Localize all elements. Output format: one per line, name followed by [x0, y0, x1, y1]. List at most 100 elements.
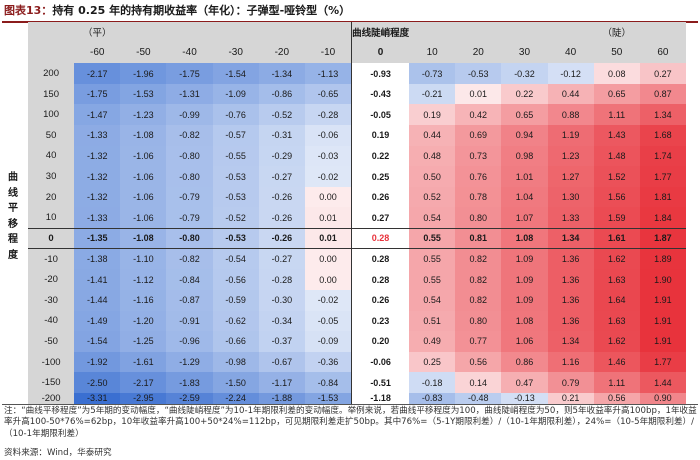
data-cell: -1.31 — [166, 83, 213, 105]
data-cell: 0.44 — [547, 83, 594, 105]
data-cell: -2.50 — [74, 372, 121, 393]
data-cell: 0.69 — [455, 125, 502, 146]
data-cell: 1.48 — [593, 145, 640, 167]
data-cell: -0.80 — [166, 166, 213, 187]
data-cell: -1.08 — [120, 125, 167, 146]
data-cell: 1.63 — [593, 269, 640, 290]
data-cell: 1.01 — [501, 166, 548, 187]
data-cell: 1.77 — [639, 166, 686, 187]
data-cell: 1.34 — [639, 104, 686, 126]
data-cell: 0.54 — [409, 207, 456, 229]
data-cell: -0.67 — [258, 351, 305, 373]
data-cell: 0.26 — [351, 186, 410, 208]
data-cell: 0.44 — [409, 125, 456, 146]
data-cell: -3.31 — [74, 392, 121, 404]
column-header: 60 — [639, 42, 686, 64]
data-cell: 1.44 — [639, 372, 686, 393]
column-header: 40 — [547, 42, 594, 64]
data-cell: -0.28 — [258, 269, 305, 290]
header-band-cell — [547, 22, 594, 43]
figure-title: 持有 0.25 年的持有期收益率（年化）：子弹型-哑铃型（%） — [52, 4, 351, 17]
data-cell: -1.06 — [120, 145, 167, 167]
data-cell: 1.06 — [501, 331, 548, 352]
data-cell: -1.06 — [120, 166, 167, 187]
data-cell: -0.79 — [166, 207, 213, 229]
data-cell: -1.06 — [120, 207, 167, 229]
data-cell: -0.27 — [258, 166, 305, 187]
data-cell: 0.55 — [409, 269, 456, 290]
data-cell: -1.50 — [212, 372, 259, 393]
data-cell: -0.57 — [212, 125, 259, 146]
data-cell: -1.53 — [120, 83, 167, 105]
header-band-cell — [258, 22, 305, 43]
row-label: 40 — [28, 145, 75, 167]
data-cell: -1.83 — [166, 372, 213, 393]
data-cell: 0.47 — [501, 372, 548, 393]
data-cell: -0.55 — [212, 145, 259, 167]
data-cell: 1.43 — [593, 125, 640, 146]
data-cell: 1.91 — [639, 310, 686, 332]
data-cell: -1.34 — [258, 63, 305, 84]
header-band-cell — [304, 22, 352, 43]
data-cell: 1.09 — [501, 248, 548, 270]
data-cell: -0.18 — [409, 372, 456, 393]
data-cell: -1.41 — [74, 269, 121, 290]
header-band-cell — [28, 22, 75, 43]
data-cell: 0.21 — [547, 392, 594, 404]
data-cell: -0.13 — [501, 392, 548, 404]
data-cell: 1.77 — [639, 351, 686, 373]
data-cell: -0.53 — [455, 63, 502, 84]
data-cell: -0.65 — [304, 83, 352, 105]
data-cell: 1.04 — [501, 186, 548, 208]
data-cell: 0.73 — [455, 145, 502, 167]
data-cell: 0.22 — [501, 83, 548, 105]
row-label: -40 — [28, 310, 75, 332]
data-cell: 1.23 — [547, 145, 594, 167]
row-label: 0 — [28, 228, 75, 249]
data-cell: -0.66 — [212, 331, 259, 352]
row-label: -50 — [28, 331, 75, 352]
data-cell: -1.06 — [120, 186, 167, 208]
data-cell: -1.29 — [166, 351, 213, 373]
row-axis-label: 曲 线 平 移 程 度 — [8, 172, 18, 261]
data-cell: 1.19 — [547, 125, 594, 146]
data-cell: 0.19 — [351, 125, 410, 146]
steep-label: （陡） — [593, 22, 640, 43]
data-cell: 0.54 — [409, 289, 456, 311]
data-cell: -1.35 — [74, 228, 121, 249]
data-cell: 0.22 — [351, 145, 410, 167]
data-cell: -0.82 — [166, 248, 213, 270]
data-cell: -0.03 — [304, 145, 352, 167]
data-cell: 1.91 — [639, 331, 686, 352]
data-cell: 1.08 — [501, 310, 548, 332]
data-cell: -0.02 — [304, 289, 352, 311]
data-cell: 1.33 — [547, 207, 594, 229]
data-cell: -1.13 — [304, 63, 352, 84]
row-label: -150 — [28, 372, 75, 393]
header-band-cell — [166, 22, 213, 43]
data-cell: 0.80 — [455, 207, 502, 229]
data-cell: 0.14 — [455, 372, 502, 393]
data-cell: 0.65 — [593, 83, 640, 105]
data-cell: -0.80 — [166, 228, 213, 249]
data-cell: -0.09 — [304, 331, 352, 352]
data-cell: 0.01 — [304, 228, 352, 249]
data-cell: -0.87 — [166, 289, 213, 311]
data-cell: -2.24 — [212, 392, 259, 404]
data-cell: -1.09 — [212, 83, 259, 105]
data-cell: 0.55 — [409, 228, 456, 249]
data-cell: 0.65 — [501, 104, 548, 126]
row-label: -20 — [28, 269, 75, 290]
data-cell: -0.86 — [258, 83, 305, 105]
data-cell: 0.56 — [455, 351, 502, 373]
data-cell: -0.34 — [258, 310, 305, 332]
data-cell: 0.08 — [593, 63, 640, 84]
data-cell: -1.32 — [74, 145, 121, 167]
header-band-cell — [501, 22, 548, 43]
header-band-cell — [120, 22, 167, 43]
data-cell: -1.16 — [120, 289, 167, 311]
data-cell: -1.92 — [74, 351, 121, 373]
data-cell: -1.23 — [120, 104, 167, 126]
data-cell: -0.52 — [258, 104, 305, 126]
column-header: 10 — [409, 42, 456, 64]
